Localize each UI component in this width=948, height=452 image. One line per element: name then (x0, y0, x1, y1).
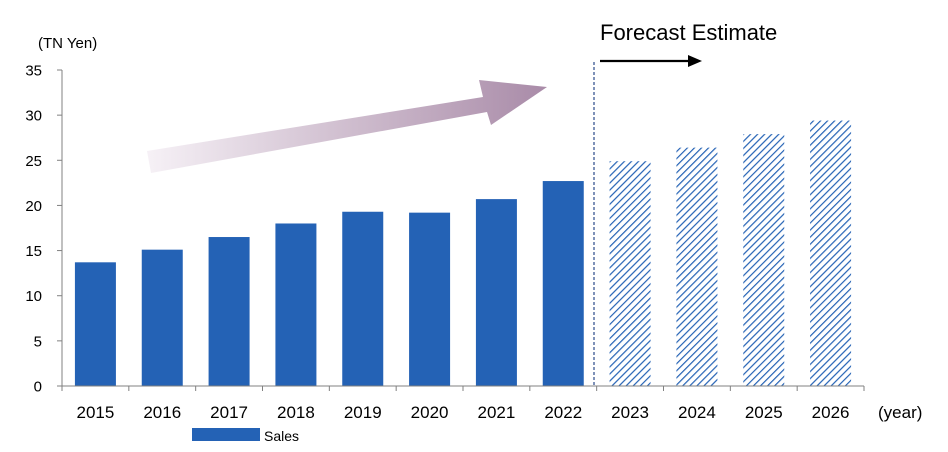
y-axis-label: (TN Yen) (38, 35, 97, 52)
bar-forecast-2023 (609, 161, 651, 386)
bar-forecast-2024 (676, 147, 718, 386)
x-axis-label: (year) (878, 403, 922, 422)
bar-forecast-2026 (810, 120, 852, 386)
y-tick-label: 25 (25, 153, 42, 170)
y-tick-label: 15 (25, 243, 42, 260)
x-tick-label-2017: 2017 (210, 403, 248, 422)
forecast-arrow-head (688, 55, 702, 67)
y-tick-label: 0 (34, 379, 42, 396)
x-axis-ticks: 2015 2016 2017 2018 2019 2020 2021 2022 2023 2024… (61, 386, 865, 422)
bar-2017 (208, 237, 250, 386)
x-tick-label-2019: 2019 (344, 403, 382, 422)
y-tick-label: 10 (25, 288, 42, 305)
bars (74, 120, 852, 386)
bar-2019 (342, 211, 384, 386)
bar-2020 (409, 212, 451, 386)
bar-2021 (475, 199, 517, 386)
bar-2015 (74, 262, 116, 386)
x-tick-label-2022: 2022 (544, 403, 582, 422)
x-tick-label-2021: 2021 (478, 403, 516, 422)
y-tick-label: 35 (25, 63, 42, 80)
y-tick-label: 30 (25, 108, 42, 125)
bar-2022 (542, 181, 584, 386)
x-tick-label-2020: 2020 (411, 403, 449, 422)
legend-label-sales: Sales (264, 428, 299, 444)
bar-2018 (275, 223, 317, 386)
x-tick-label-2023: 2023 (611, 403, 649, 422)
x-tick-label-2024: 2024 (678, 403, 716, 422)
bar-forecast-2025 (743, 134, 785, 386)
trend-arrow (147, 80, 547, 173)
x-tick-label-2016: 2016 (143, 403, 181, 422)
x-tick-label-2026: 2026 (812, 403, 850, 422)
x-tick-label-2018: 2018 (277, 403, 315, 422)
y-axis-ticks: 0 5 10 15 20 25 30 35 (25, 63, 62, 396)
forecast-annotation: Forecast Estimate (600, 20, 777, 45)
bar-2016 (141, 249, 183, 386)
y-tick-label: 20 (25, 198, 42, 215)
y-tick-label: 5 (34, 333, 42, 350)
legend-swatch-sales (192, 428, 260, 441)
x-tick-label-2015: 2015 (77, 403, 115, 422)
x-tick-label-2025: 2025 (745, 403, 783, 422)
